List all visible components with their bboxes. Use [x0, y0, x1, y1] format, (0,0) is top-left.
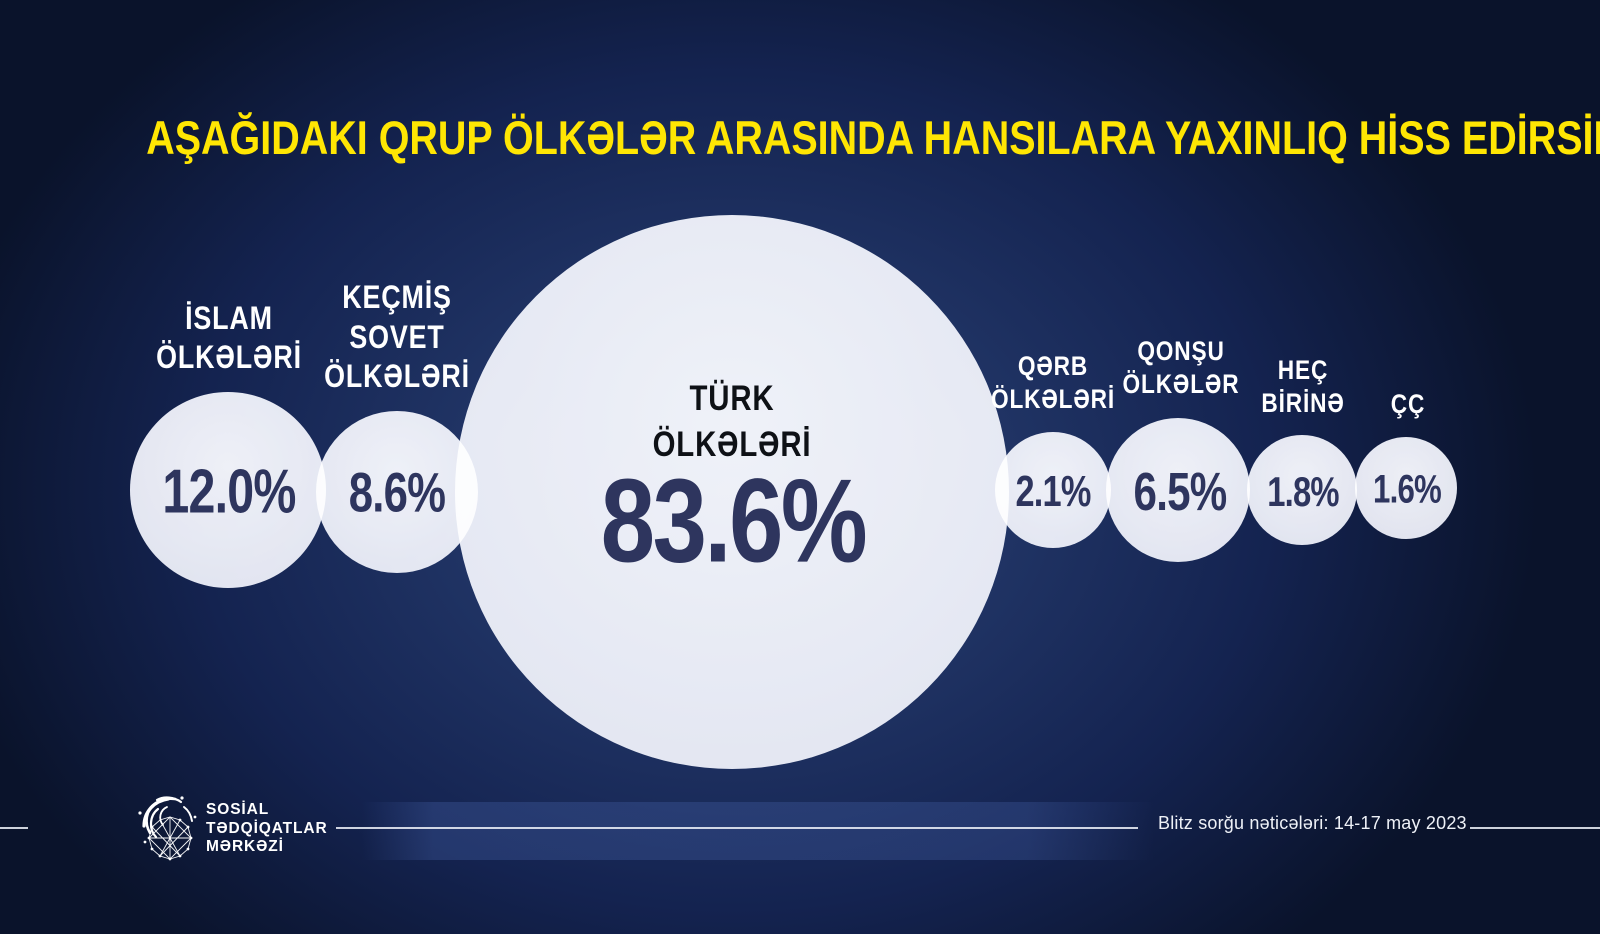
- bubble-islam-olkeleri: [130, 392, 326, 588]
- bubble-kecmis-sovet-olkeleri: [316, 411, 478, 573]
- survey-note: Blitz sorğu nəticələri: 14-17 may 2023: [1158, 813, 1467, 833]
- label-qonsu-olkeler: QONŞU ÖLKƏLƏR: [1122, 336, 1240, 399]
- label-turk-olkeleri: TÜRK ÖLKƏLƏRİ: [652, 378, 812, 464]
- label-hec-birine: HEÇ BİRİNƏ: [1261, 355, 1345, 418]
- value-qonsu-olkeler: 6.5%: [1133, 462, 1228, 522]
- value-islam-olkeleri: 12.0%: [162, 457, 296, 527]
- label-islam-olkeleri: İSLAM ÖLKƏLƏRİ: [156, 299, 302, 376]
- footer-highlight-band: [362, 802, 1154, 860]
- bubble-qerb-olkeleri: [995, 432, 1111, 548]
- footer-divider-middle: [336, 827, 1138, 829]
- label-kecmis-sovet-olkeleri: KEÇMİŞ SOVET ÖLKƏLƏRİ: [324, 278, 470, 395]
- bubble-turk-olkeleri: [455, 215, 1009, 769]
- value-turk-olkeleri: 83.6%: [600, 454, 868, 588]
- footer-divider-left: [0, 827, 28, 829]
- value-hec-birine: 1.8%: [1267, 468, 1339, 515]
- org-name: SOSİAL TƏDQİQATLAR MƏRKƏZİ: [206, 801, 328, 856]
- label-cc: ÇÇ: [1390, 388, 1426, 419]
- value-qerb-olkeleri: 2.1%: [1015, 467, 1091, 516]
- label-qerb-olkeleri: QƏRB ÖLKƏLƏRİ: [990, 351, 1116, 414]
- page-title: AŞAĞIDAKI QRUP ÖLKƏLƏR ARASINDA HANSILAR…: [146, 111, 1600, 165]
- bubble-cc: [1355, 437, 1457, 539]
- stm-logo-icon: [138, 796, 197, 861]
- bubble-qonsu-olkeler: [1106, 418, 1250, 562]
- bubble-hec-birine: [1247, 435, 1357, 545]
- value-cc: 1.6%: [1373, 467, 1442, 512]
- footer-divider-right: [1470, 827, 1600, 829]
- value-kecmis-sovet-olkeleri: 8.6%: [348, 460, 446, 524]
